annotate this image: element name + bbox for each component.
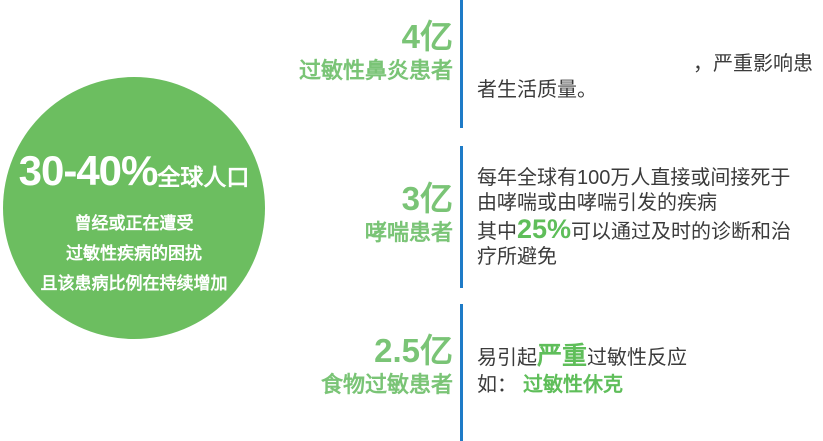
detail-line: 者生活质量。 — [477, 79, 597, 101]
divider-segment-bottom — [460, 304, 463, 441]
detail-text: 如： — [477, 374, 517, 396]
detail-line: ，严重影响患 — [693, 53, 813, 75]
stat-value: 3亿 — [401, 180, 453, 217]
detail-rhinitis: ，严重影响患 者生活质量。 — [477, 51, 813, 103]
global-population-circle: 30-40%全球人口 曾经或正在遭受 过敏性疾病的困扰 且该患病比例在持续增加 — [3, 77, 265, 339]
stat-food-allergy: 2.5亿 食物过敏患者 — [321, 332, 453, 398]
detail-line: 由哮喘或由哮喘引发的疾病 — [477, 192, 717, 214]
detail-line: 每年全球有100万人直接或间接死于 — [477, 167, 791, 189]
circle-description-line: 曾经或正在遭受 — [74, 214, 194, 233]
percent-highlight: 25% — [517, 214, 572, 244]
circle-description-line: 且该患病比例在持续增加 — [40, 274, 228, 293]
divider-segment-top — [460, 0, 463, 128]
divider-segment-middle — [460, 146, 463, 288]
detail-text: 过敏性反应 — [587, 347, 688, 369]
detail-line: 其中25%可以通过及时的诊断和治 — [477, 216, 813, 245]
circle-percentage: 30-40% — [18, 147, 159, 194]
stat-label: 哮喘患者 — [364, 220, 453, 245]
detail-food-allergy: 易引起严重过敏性反应 如： 过敏性休克 — [477, 344, 813, 399]
detail-line: 疗所避免 — [477, 246, 557, 268]
stat-label: 过敏性鼻炎患者 — [298, 58, 453, 83]
detail-asthma: 每年全球有100万人直接或间接死于 由哮喘或由哮喘引发的疾病 其中25%可以通过… — [477, 166, 813, 270]
detail-line: 如： 过敏性休克 — [477, 372, 813, 399]
detail-text: 其中 — [477, 221, 517, 243]
circle-description: 曾经或正在遭受 过敏性疾病的困扰 且该患病比例在持续增加 — [3, 209, 265, 299]
anaphylaxis-highlight: 过敏性休克 — [523, 374, 623, 396]
detail-text: 可以通过及时的诊断和治 — [571, 221, 792, 243]
stat-asthma: 3亿 哮喘患者 — [365, 180, 453, 246]
circle-headline: 30-40%全球人口 — [3, 147, 265, 195]
stat-value: 4亿 — [401, 18, 453, 55]
circle-description-line: 过敏性疾病的困扰 — [66, 244, 202, 263]
severe-highlight: 严重 — [537, 342, 588, 370]
circle-population-label: 全球人口 — [157, 164, 250, 190]
stat-rhinitis: 4亿 过敏性鼻炎患者 — [299, 18, 453, 84]
detail-text: 易引起 — [477, 347, 537, 369]
detail-line: 易引起严重过敏性反应 — [477, 344, 813, 372]
stat-label: 食物过敏患者 — [320, 372, 453, 397]
stat-value: 2.5亿 — [374, 332, 453, 369]
